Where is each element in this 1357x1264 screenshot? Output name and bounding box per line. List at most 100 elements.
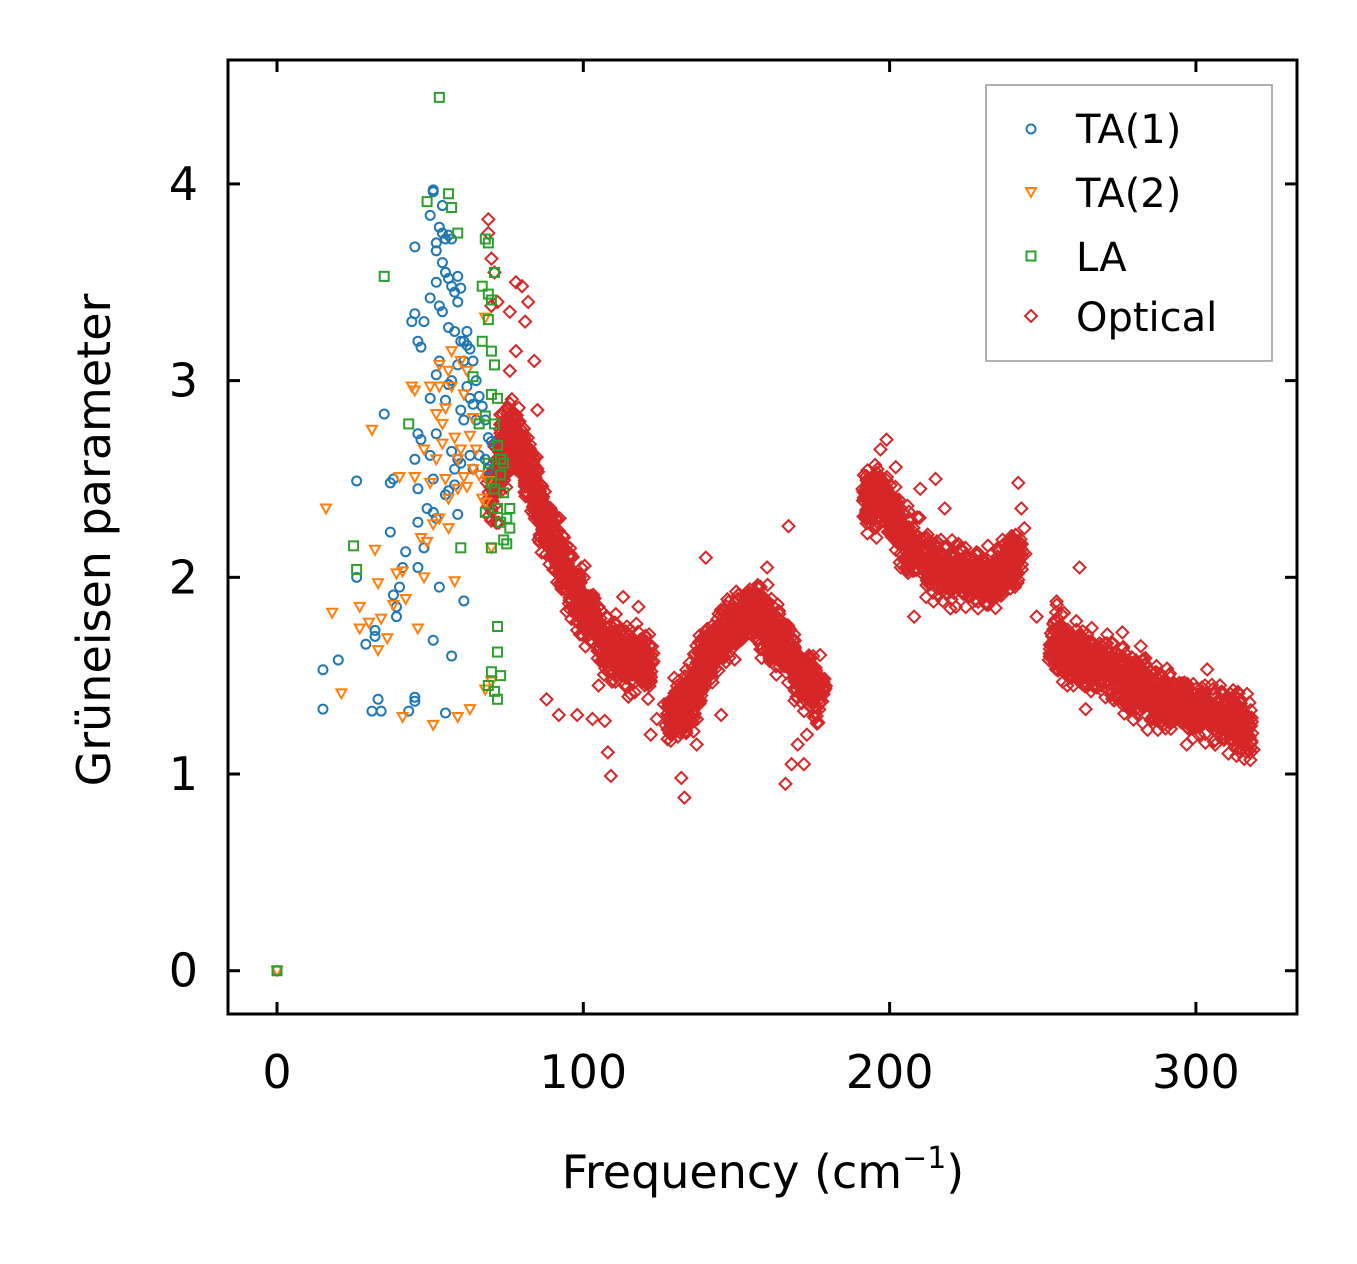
optical-point	[1004, 576, 1020, 592]
optical-point	[1155, 686, 1171, 701]
optical-point	[944, 532, 960, 548]
optical-point	[708, 624, 724, 640]
optical-point	[730, 609, 746, 625]
optical-point	[935, 570, 950, 586]
optical-point	[1048, 641, 1064, 657]
optical-point	[793, 681, 808, 696]
optical-point	[574, 627, 590, 642]
optical-point	[1116, 706, 1132, 722]
optical-point	[1115, 697, 1131, 713]
optical-point	[533, 513, 549, 529]
optical-point	[1075, 655, 1091, 670]
optical-point	[1173, 694, 1189, 710]
ta2-point	[368, 544, 382, 557]
optical-point	[615, 589, 631, 605]
optical-point	[749, 609, 765, 625]
x-tick-label: 300	[1152, 1045, 1240, 1099]
x-axis-label-close: )	[946, 1145, 964, 1199]
ta1-point	[446, 650, 458, 662]
ta2-point	[447, 432, 462, 445]
optical-point	[995, 578, 1011, 594]
ta2-point	[478, 312, 492, 325]
optical-point	[980, 597, 996, 613]
ta2-point	[457, 472, 471, 485]
optical-point	[1163, 721, 1179, 737]
la-point	[485, 542, 497, 554]
optical-point	[529, 402, 545, 418]
optical-point	[1179, 737, 1195, 752]
optical-point	[484, 251, 499, 267]
ta2-point	[463, 704, 477, 717]
la-point	[495, 469, 507, 481]
ta1-point	[446, 445, 458, 457]
la-point	[433, 91, 445, 103]
optical-point	[957, 574, 973, 590]
ta1-point	[351, 475, 363, 487]
optical-point	[802, 666, 818, 682]
plot-frame	[226, 58, 1299, 1016]
optical-point	[809, 700, 825, 716]
plot-points	[270, 91, 1261, 978]
optical-point	[1236, 751, 1252, 767]
optical-point	[1081, 669, 1097, 685]
optical-point	[1242, 752, 1258, 768]
ta1-point	[427, 506, 439, 518]
optical-point	[716, 639, 732, 654]
optical-point	[782, 635, 798, 651]
optical-point	[905, 545, 921, 561]
optical-point	[517, 314, 533, 330]
optical-point	[624, 667, 640, 682]
ta2-point	[441, 493, 456, 506]
optical-point	[1170, 688, 1186, 704]
optical-point	[912, 510, 927, 526]
optical-point	[771, 603, 787, 619]
ta1-point	[436, 257, 448, 269]
optical-point	[598, 646, 614, 662]
optical-point	[716, 649, 732, 665]
ta2-point	[395, 566, 410, 579]
optical-point	[1159, 661, 1175, 677]
optical-point	[532, 535, 548, 550]
optical-point	[1181, 680, 1197, 696]
y-tick-label: 3	[169, 354, 198, 408]
la-point	[485, 294, 497, 306]
legend-label-ta1: TA(1)	[1075, 107, 1181, 153]
optical-point	[508, 274, 524, 290]
la-point	[467, 371, 479, 383]
optical-point	[1049, 594, 1064, 609]
optical-point	[1084, 633, 1099, 649]
ta2-point	[435, 418, 450, 431]
optical-point	[526, 353, 542, 369]
ta1-point	[384, 526, 396, 538]
ta1-point	[372, 693, 384, 705]
ta2-point	[463, 430, 477, 443]
optical-point	[641, 659, 656, 674]
optical-point	[676, 790, 692, 806]
optical-point	[867, 457, 883, 473]
optical-point	[1197, 726, 1213, 742]
optical-point	[1193, 685, 1209, 701]
ta2-point	[432, 513, 447, 526]
optical-point	[1172, 699, 1188, 714]
ta1-point	[412, 516, 424, 528]
optical-point	[673, 770, 689, 786]
ta2-point	[353, 601, 367, 614]
optical-point	[731, 586, 747, 602]
ta1-point	[317, 703, 329, 715]
optical-point	[1137, 658, 1153, 673]
ta1-point	[409, 691, 421, 703]
optical-point	[928, 536, 944, 552]
la-point	[488, 266, 500, 278]
optical-point	[1068, 613, 1084, 629]
optical-point	[572, 627, 588, 642]
optical-point	[591, 678, 607, 693]
optical-point	[1078, 701, 1094, 717]
optical-point	[812, 647, 828, 663]
la-point	[479, 410, 491, 422]
optical-point	[534, 545, 550, 560]
ta1-point	[400, 546, 412, 558]
optical-point	[1127, 686, 1142, 702]
optical-point	[1111, 647, 1127, 663]
optical-point	[900, 498, 915, 514]
optical-point	[1059, 678, 1075, 693]
